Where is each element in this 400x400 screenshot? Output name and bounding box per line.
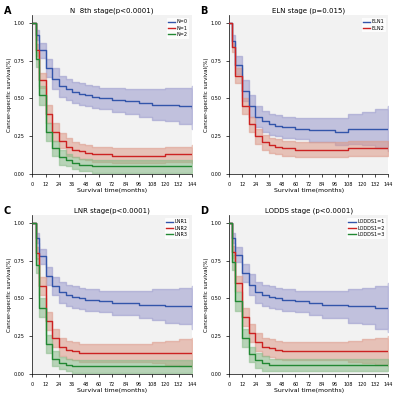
Text: A: A (4, 6, 11, 16)
Y-axis label: Cancer-specific survival(%): Cancer-specific survival(%) (204, 258, 209, 332)
X-axis label: Survival time(months): Survival time(months) (77, 188, 147, 193)
Y-axis label: Cancer-specific survival(%): Cancer-specific survival(%) (8, 258, 12, 332)
Title: N  8th stage(p<0.0001): N 8th stage(p<0.0001) (70, 8, 154, 14)
Title: LNR stage(p<0.0001): LNR stage(p<0.0001) (74, 208, 150, 214)
Title: ELN stage (p=0.015): ELN stage (p=0.015) (272, 8, 345, 14)
X-axis label: Survival time(months): Survival time(months) (274, 188, 344, 193)
X-axis label: Survival time(months): Survival time(months) (274, 388, 344, 393)
Legend: LNR1, LNR2, LNR3: LNR1, LNR2, LNR3 (165, 218, 190, 239)
Y-axis label: Cancer-specific survival(%): Cancer-specific survival(%) (8, 58, 12, 132)
Text: D: D (200, 206, 208, 216)
Y-axis label: Cancer-specific survival(%): Cancer-specific survival(%) (204, 58, 209, 132)
Text: B: B (200, 6, 208, 16)
Legend: ELN1, ELN2: ELN1, ELN2 (362, 18, 386, 32)
Text: C: C (4, 206, 11, 216)
Legend: LODDS1=1, LODDS1=2, LODDS1=3: LODDS1=1, LODDS1=2, LODDS1=3 (347, 218, 386, 239)
X-axis label: Survival time(months): Survival time(months) (77, 388, 147, 393)
Legend: N=0, N=1, N=2: N=0, N=1, N=2 (167, 18, 190, 39)
Title: LODDS stage (p<0.0001): LODDS stage (p<0.0001) (264, 208, 353, 214)
